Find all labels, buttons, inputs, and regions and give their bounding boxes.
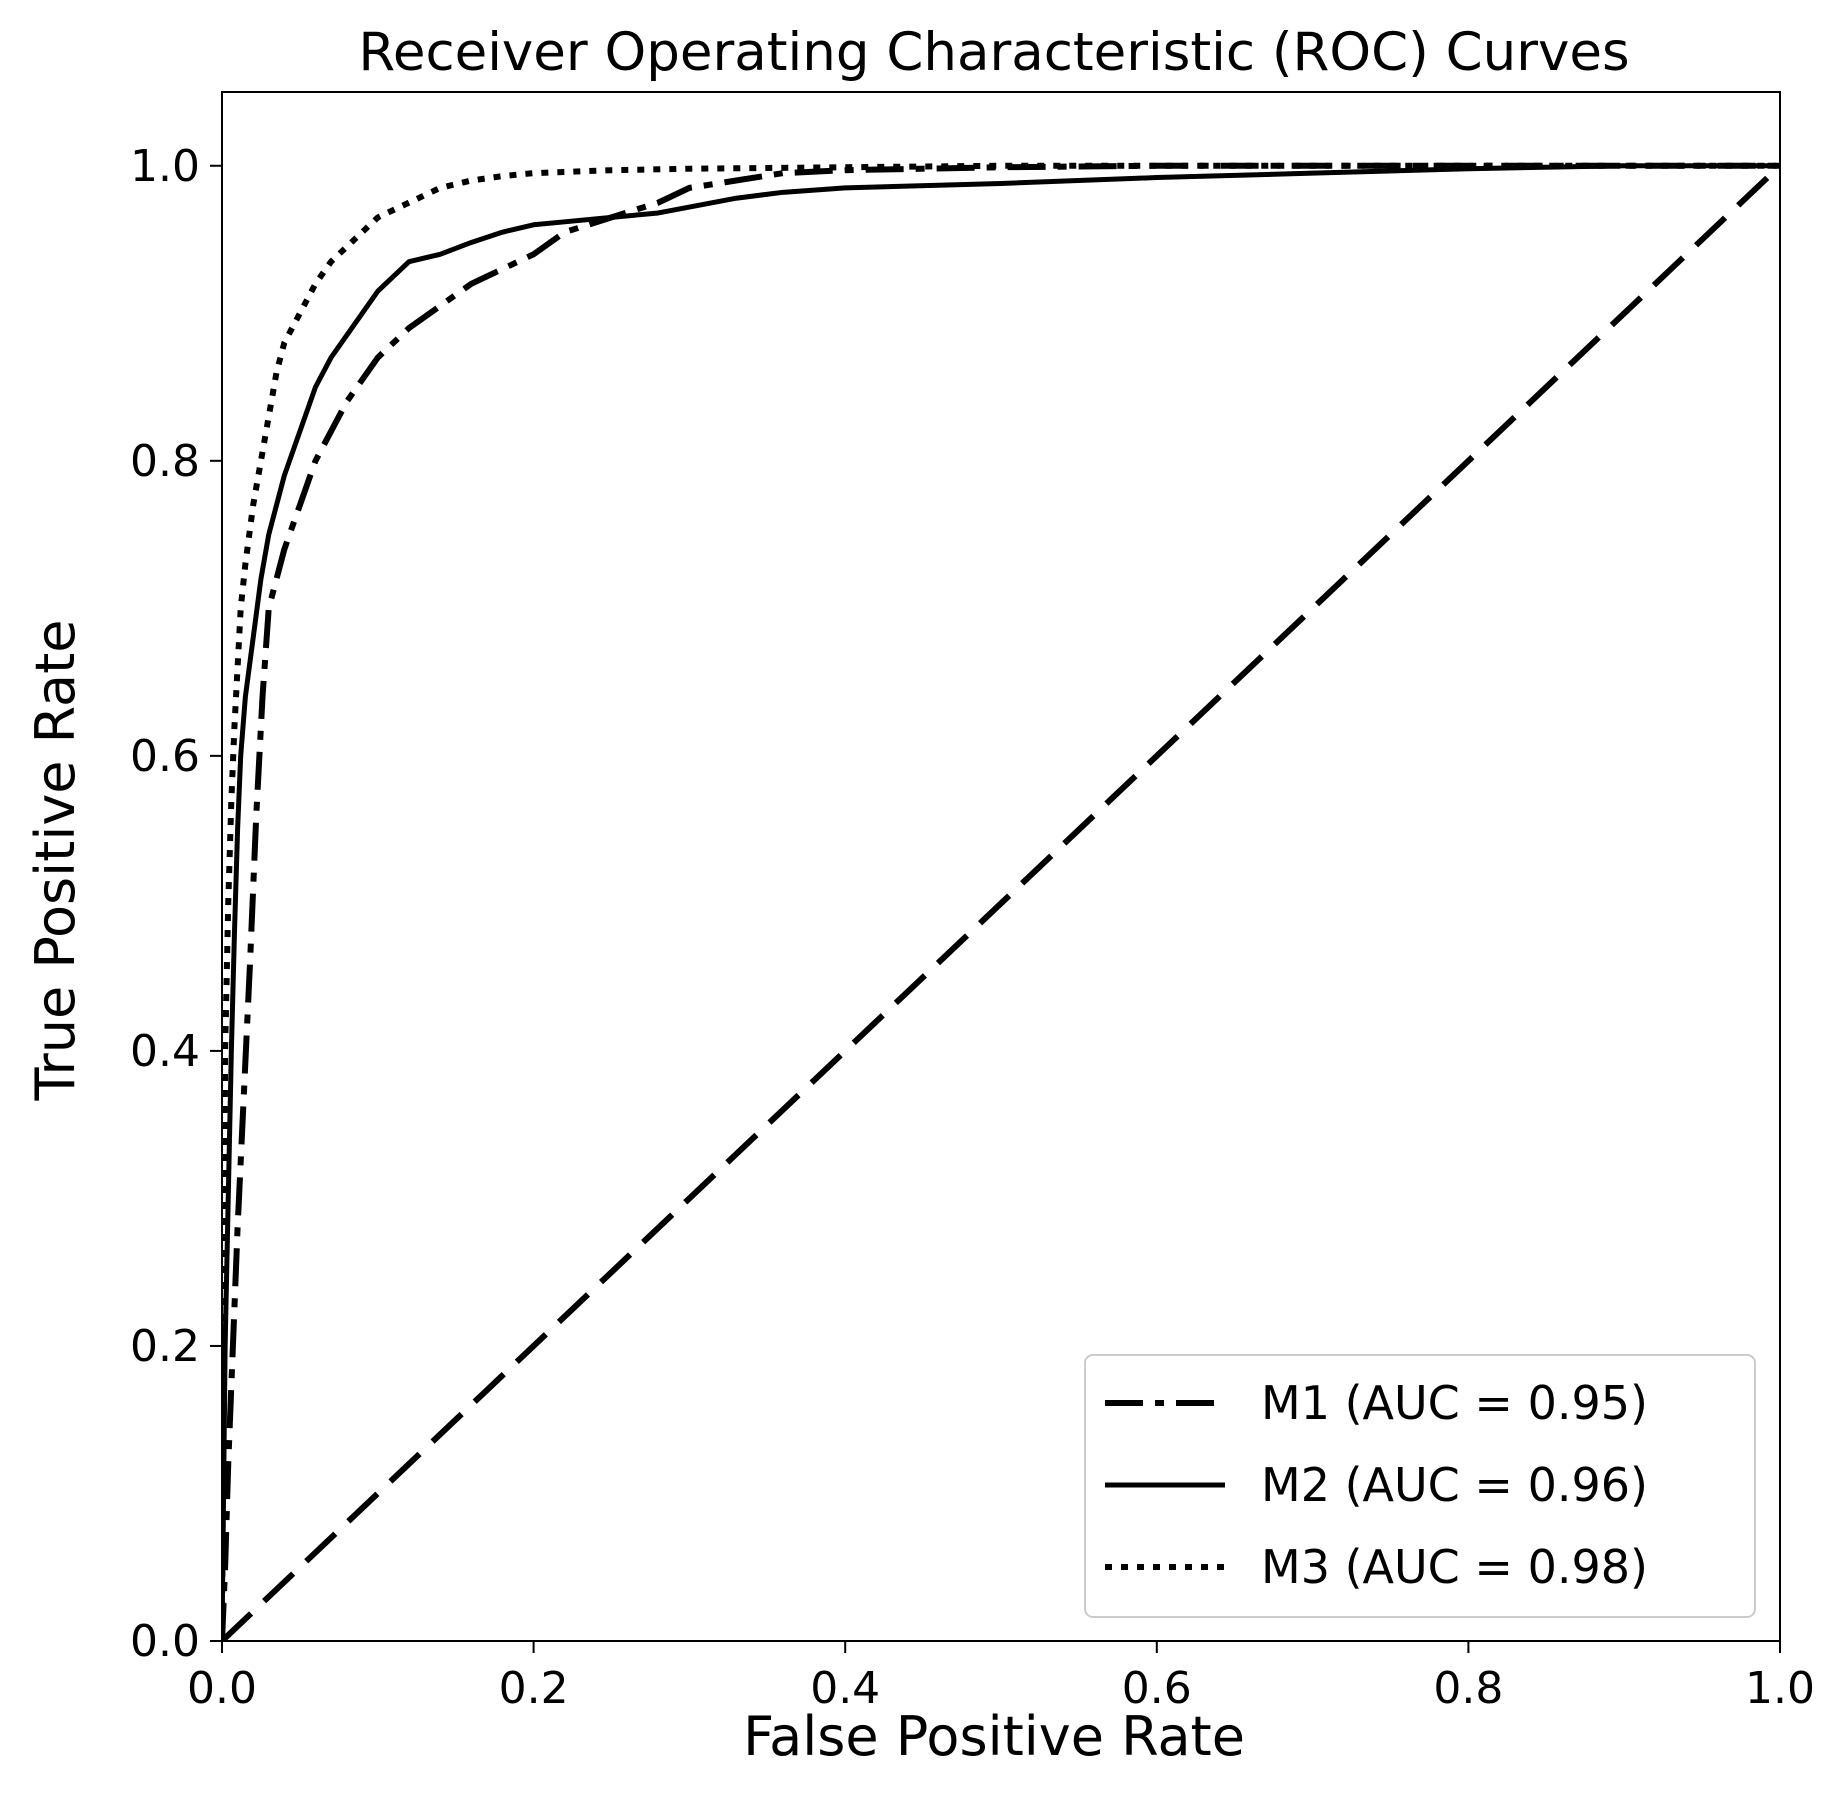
series-line-m3 (222, 162, 1780, 1641)
x-tick-label: 1.0 (1745, 1663, 1815, 1714)
y-tick-label: 1.0 (130, 141, 200, 192)
legend-box (1084, 1354, 1756, 1618)
y-tick-label: 0.8 (130, 436, 200, 487)
x-tick-label: 0.6 (1122, 1663, 1192, 1714)
x-tick-label: 0.8 (1433, 1663, 1503, 1714)
y-tick-label: 0.4 (130, 1026, 200, 1077)
x-axis-label: False Positive Rate (743, 1705, 1245, 1768)
x-tick-label: 0.0 (187, 1663, 257, 1714)
series-line-chance (222, 163, 1780, 1641)
y-axis-label: True Positive Rate (24, 619, 87, 1101)
y-tick-label: 0.2 (130, 1321, 200, 1372)
y-tick-label: 0.6 (130, 731, 200, 782)
x-tick-label: 0.2 (499, 1663, 569, 1714)
legend-label-m3: M3 (AUC = 0.98) (1261, 1540, 1648, 1594)
legend-label-m2: M2 (AUC = 0.96) (1261, 1458, 1648, 1512)
plot-frame (221, 91, 1781, 1642)
series-line-m2 (222, 163, 1780, 1641)
chart-title: Receiver Operating Characteristic (ROC) … (358, 22, 1629, 83)
legend: M1 (AUC = 0.95) M2 (AUC = 0.96) M3 (AUC = … (1084, 1354, 1756, 1618)
x-tick-label: 0.4 (810, 1663, 880, 1714)
y-tick-label: 0.0 (130, 1616, 200, 1667)
legend-label-m1: M1 (AUC = 0.95) (1261, 1376, 1648, 1430)
